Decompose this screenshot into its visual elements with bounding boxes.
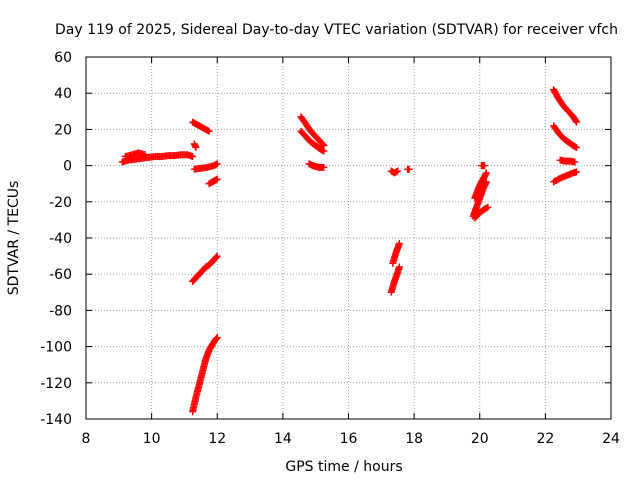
x-tick-label: 22 [536, 431, 554, 447]
data-point [213, 175, 221, 183]
data-point [212, 253, 220, 261]
data-point [571, 158, 579, 166]
x-tick-label: 18 [405, 431, 423, 447]
data-point [189, 153, 197, 161]
y-axis-label: SDTVAR / TECUs [6, 181, 22, 296]
y-tick-label: 60 [54, 50, 72, 66]
x-axis-label: GPS time / hours [285, 459, 402, 475]
data-point [572, 117, 580, 125]
y-tick-label: -60 [49, 267, 72, 283]
data-point [213, 334, 221, 342]
data-point [205, 127, 213, 135]
x-tick-label: 14 [274, 431, 292, 447]
data-point [482, 178, 490, 186]
data-point [192, 144, 200, 151]
data-point [213, 252, 221, 260]
y-tick-label: -140 [40, 412, 72, 428]
grid [86, 57, 611, 419]
x-tick-label: 20 [471, 431, 489, 447]
y-tick-label: 20 [54, 122, 72, 138]
y-tick-label: -120 [40, 376, 72, 392]
data-point [395, 263, 403, 271]
y-tick-label: -40 [49, 231, 72, 247]
x-tick-label: 16 [340, 431, 358, 447]
data-point [573, 118, 581, 126]
data-point [394, 167, 402, 175]
y-tick-label: 40 [54, 86, 72, 102]
data-marks [118, 86, 581, 416]
x-tick-label: 12 [208, 431, 226, 447]
data-point [395, 239, 403, 247]
data-point [212, 334, 220, 342]
chart-title: Day 119 of 2025, Sidereal Day-to-day VTE… [55, 22, 618, 38]
data-point [484, 203, 492, 211]
data-point [320, 163, 328, 171]
y-tick-label: -20 [49, 195, 72, 211]
data-point [573, 144, 581, 151]
data-point [320, 147, 328, 155]
x-tick-label: 8 [82, 431, 91, 447]
data-point [573, 168, 581, 176]
data-point [141, 151, 149, 159]
data-point [482, 169, 490, 177]
x-tick-label: 24 [602, 431, 620, 447]
y-tick-label: -100 [40, 340, 72, 356]
x-tick-label: 10 [143, 431, 161, 447]
y-tick-label: 0 [63, 159, 72, 175]
data-point [405, 165, 413, 173]
axis-ticks: 8 10 12 14 16 18 20 22 24 -140 -120 -100 -80 -60 -40 -2… [40, 50, 620, 447]
data-point [481, 162, 489, 170]
y-tick-label: -80 [49, 303, 72, 319]
data-point [213, 160, 221, 168]
